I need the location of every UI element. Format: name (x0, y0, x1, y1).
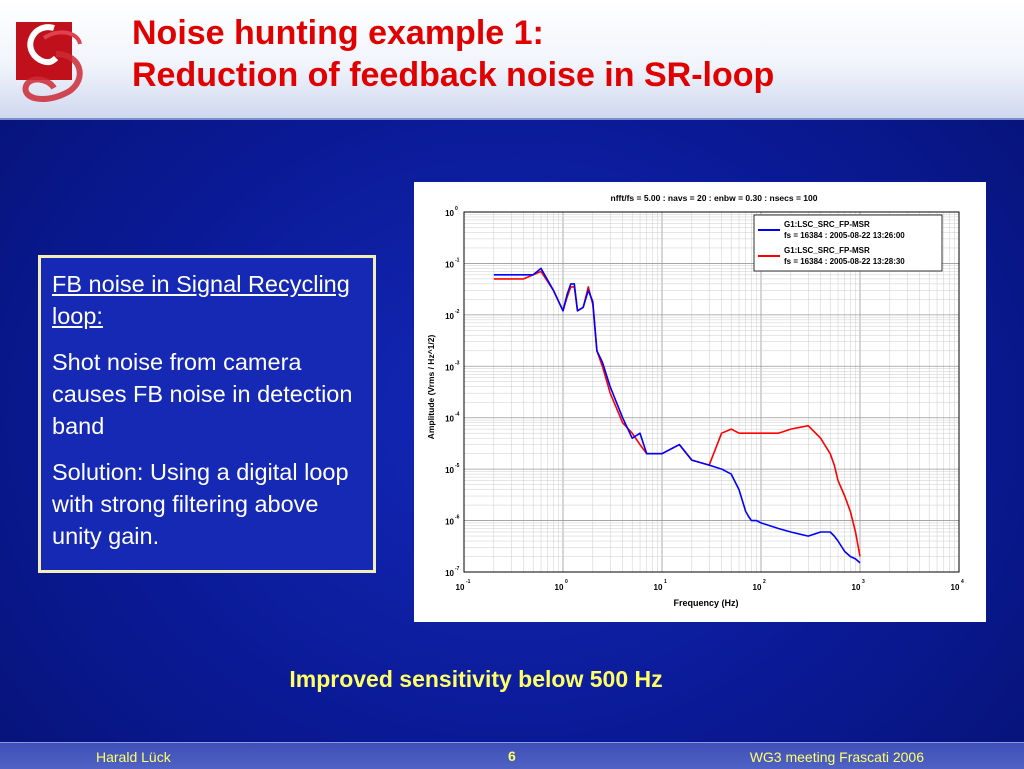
y-tick-label: 10 (445, 569, 454, 578)
x-tick-exponent: 4 (961, 579, 964, 585)
x-tick-exponent: 3 (862, 579, 865, 585)
legend-box (753, 214, 943, 272)
y-tick-label: 10 (445, 312, 454, 321)
y-tick-exponent: -5 (455, 463, 460, 469)
x-tick-exponent: 0 (565, 579, 568, 585)
title-line-1: Noise hunting example 1: (132, 14, 544, 52)
y-tick-exponent: -1 (455, 257, 460, 263)
y-tick-exponent: -2 (455, 309, 460, 315)
x-tick-exponent: 1 (664, 579, 667, 585)
grid-lines (463, 212, 959, 573)
y-tick-label: 10 (445, 363, 454, 372)
box-paragraph-1: Shot noise from camera causes FB noise i… (52, 349, 353, 439)
footer-event: WG3 meeting Frascati 2006 (749, 749, 924, 765)
legend-series-1-detail: fs = 16384 : 2005-08-22 13:26:00 (784, 231, 905, 240)
geo-logo-icon (16, 22, 83, 103)
x-tick-label: 10 (555, 583, 564, 592)
x-tick-label: 10 (753, 583, 762, 592)
series-red-line (493, 270, 861, 557)
y-tick-exponent: -7 (455, 566, 460, 572)
y-tick-label: 10 (445, 518, 454, 527)
x-tick-label: 10 (654, 583, 663, 592)
y-tick-label: 10 (445, 260, 454, 269)
y-axis-label: Amplitude (Vrms / Hz^1/2) (426, 335, 436, 440)
series-traces (493, 267, 861, 564)
x-tick-exponent: -1 (466, 579, 471, 585)
x-tick-label: 10 (852, 583, 861, 592)
box-paragraph-2: Solution: Using a digital loop with stro… (52, 459, 349, 549)
y-tick-exponent: -6 (455, 515, 460, 521)
legend-series-1-name: G1:LSC_SRC_FP-MSR (784, 220, 870, 229)
chart-title: nfft/fs = 5.00 : navs = 20 : enbw = 0.30… (611, 193, 818, 203)
title-bar: Noise hunting example 1: Reduction of fe… (0, 0, 1024, 120)
legend-series-2-name: G1:LSC_SRC_FP-MSR (784, 246, 870, 255)
y-tick-label: 10 (445, 209, 454, 218)
caption: Improved sensitivity below 500 Hz (289, 666, 663, 692)
series-blue-line (493, 267, 861, 564)
x-tick-label: 10 (951, 583, 960, 592)
y-tick-exponent: -4 (455, 412, 460, 418)
footer-page-number: 6 (508, 748, 516, 764)
title-line-2: Reduction of feedback noise in SR-loop (132, 56, 775, 94)
y-tick-exponent: -3 (455, 360, 460, 366)
y-tick-label: 10 (445, 415, 454, 424)
footer-bar: Harald Lück 6 WG3 meeting Frascati 2006 (0, 742, 1024, 769)
y-tick-exponent: 0 (455, 206, 458, 212)
spectrum-plot: 10 0 10 -1 10 -2 10 -3 10 -4 10 -5 10 -6 10 -7 10 -1 10 0 1… (414, 182, 986, 622)
x-tick-exponent: 2 (763, 579, 766, 585)
box-heading: FB noise in Signal Recycling loop: (52, 271, 350, 329)
page-title: Noise hunting example 1: Reduction of fe… (132, 12, 774, 96)
x-tick-label: 10 (456, 583, 465, 592)
legend-series-2-detail: fs = 16384 : 2005-08-22 13:28:30 (784, 257, 905, 266)
info-box: FB noise in Signal Recycling loop: Shot … (38, 255, 376, 573)
chart-legend: G1:LSC_SRC_FP-MSR fs = 16384 : 2005-08-2… (753, 214, 943, 272)
y-tick-label: 10 (445, 466, 454, 475)
footer-author: Harald Lück (96, 749, 171, 765)
plot-frame (463, 211, 960, 573)
x-axis-label: Frequency (Hz) (673, 598, 738, 608)
